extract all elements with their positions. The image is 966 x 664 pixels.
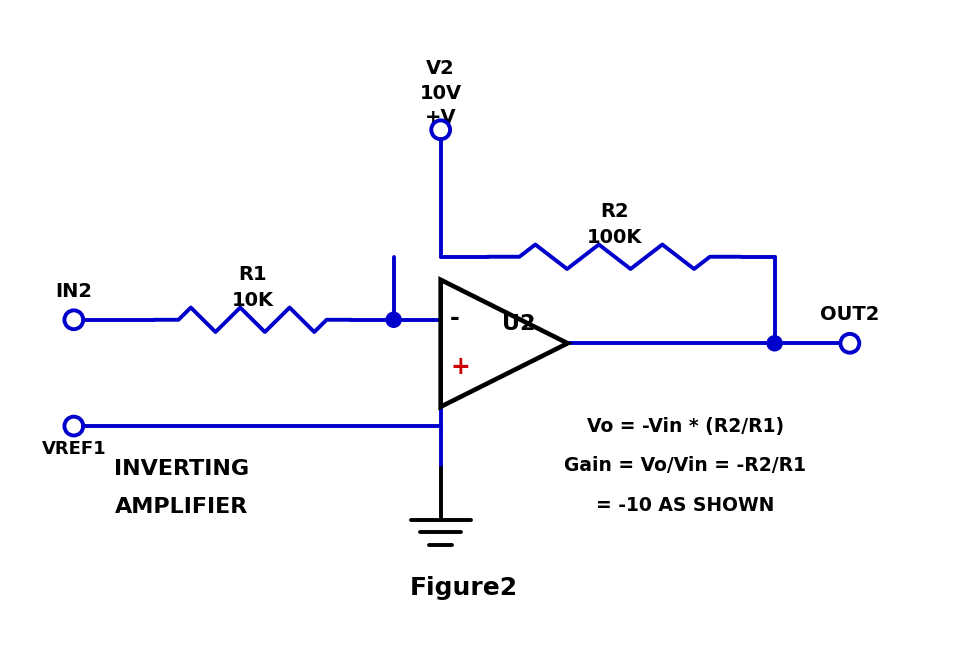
Text: = -10 AS SHOWN: = -10 AS SHOWN [596,495,775,515]
Text: +V: +V [425,108,457,127]
Text: 10V: 10V [419,84,462,104]
Text: INVERTING: INVERTING [114,459,249,479]
Text: +: + [450,355,469,378]
Text: R1: R1 [239,265,267,284]
Text: VREF1: VREF1 [42,440,106,458]
Text: IN2: IN2 [55,282,93,301]
Text: Gain = Vo/Vin = -R2/R1: Gain = Vo/Vin = -R2/R1 [564,456,807,475]
Text: U2: U2 [501,315,535,335]
Circle shape [767,336,782,351]
Circle shape [386,312,401,327]
Text: Figure2: Figure2 [411,576,518,600]
Text: AMPLIFIER: AMPLIFIER [115,497,248,517]
Text: OUT2: OUT2 [820,305,879,325]
Text: -: - [450,306,460,330]
Text: Vo = -Vin * (R2/R1): Vo = -Vin * (R2/R1) [586,416,783,436]
Text: V2: V2 [426,59,455,78]
Text: 10K: 10K [232,291,273,310]
Text: R2: R2 [601,202,629,221]
Text: 100K: 100K [587,228,642,248]
